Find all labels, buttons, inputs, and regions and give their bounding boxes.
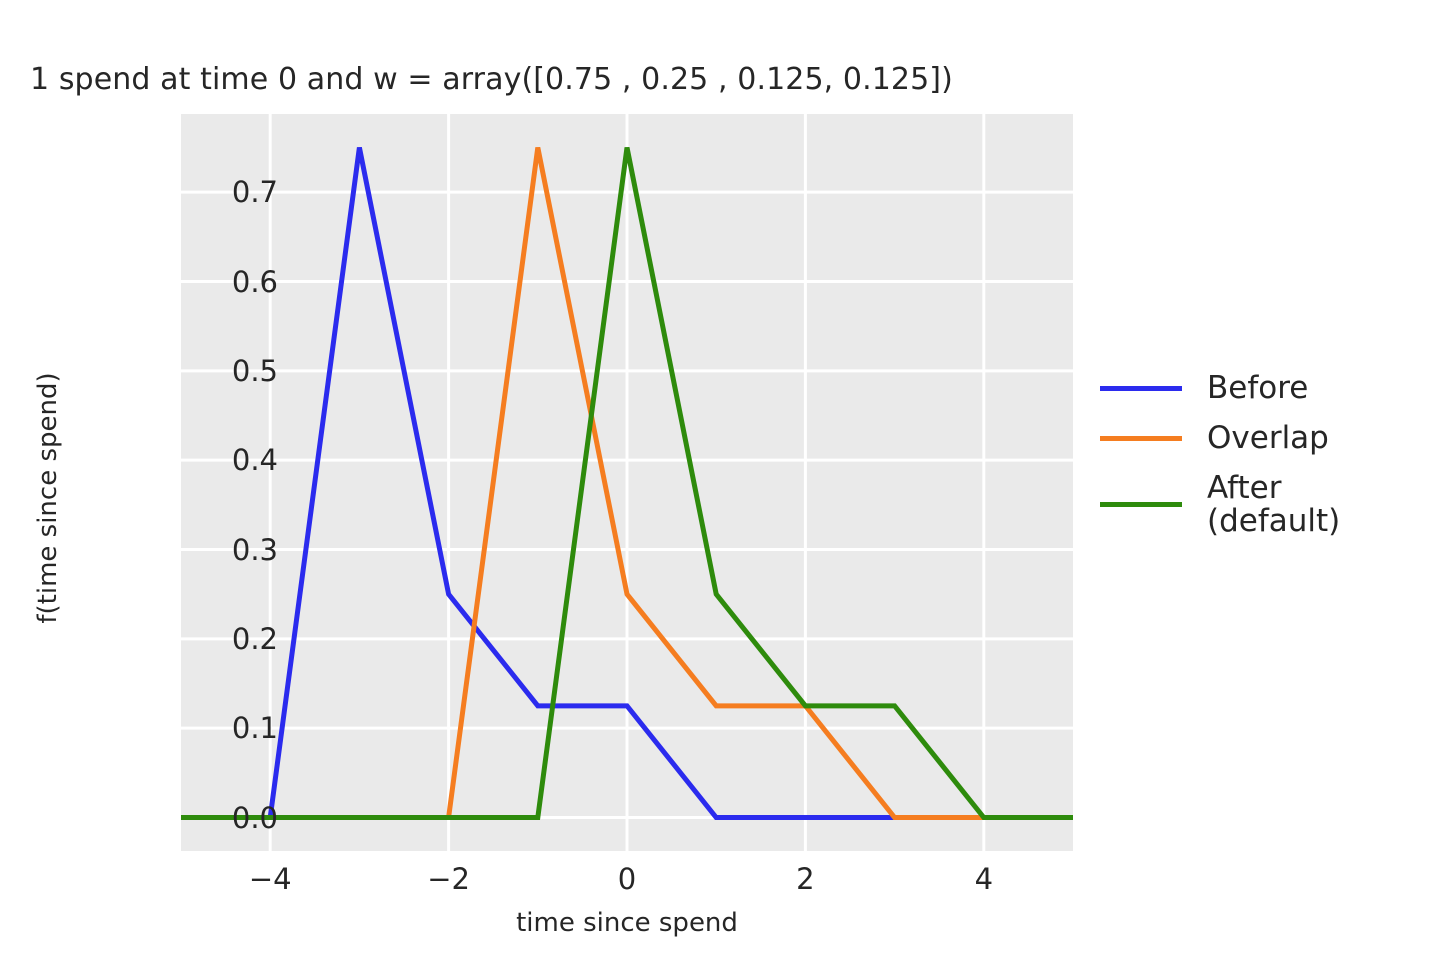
x-tick-label: 4 — [974, 862, 994, 896]
legend-label: Before — [1207, 370, 1309, 406]
legend-label: Overlap — [1207, 420, 1329, 457]
y-tick-label: 0.3 — [231, 532, 278, 567]
series-line-after — [181, 147, 1073, 820]
legend-color-swatch-icon — [1100, 385, 1182, 391]
plot-area — [181, 114, 1073, 851]
legend-label: After (default) — [1207, 470, 1341, 539]
legend-item[interactable]: Overlap — [1100, 422, 1430, 454]
x-tick-label: 0 — [617, 862, 637, 896]
legend-item[interactable]: After (default) — [1100, 470, 1430, 539]
legend-color-swatch-icon — [1100, 502, 1182, 508]
x-axis-label: time since spend — [516, 908, 738, 938]
chart-title: 1 spend at time 0 and w = array([0.75 , … — [30, 62, 953, 97]
legend-item[interactable]: Before — [1100, 372, 1430, 404]
chart-legend: Before Overlap After (default) — [1100, 372, 1430, 555]
y-tick-label: 0.2 — [231, 621, 278, 656]
y-tick-label: 0.0 — [231, 800, 278, 835]
y-axis-label: f(time since spend) — [33, 372, 63, 624]
x-tick-label: −2 — [427, 862, 470, 896]
y-tick-label: 0.5 — [231, 353, 278, 388]
y-tick-label: 0.4 — [231, 443, 278, 478]
y-tick-label: 0.7 — [231, 175, 278, 210]
y-tick-label: 0.6 — [231, 264, 278, 299]
series-line-before — [181, 147, 1073, 820]
x-tick-label: 2 — [796, 862, 815, 896]
x-tick-label: −4 — [248, 862, 292, 896]
y-tick-label: 0.1 — [231, 711, 278, 746]
legend-color-swatch-icon — [1100, 435, 1182, 441]
series-lines — [181, 147, 1073, 820]
